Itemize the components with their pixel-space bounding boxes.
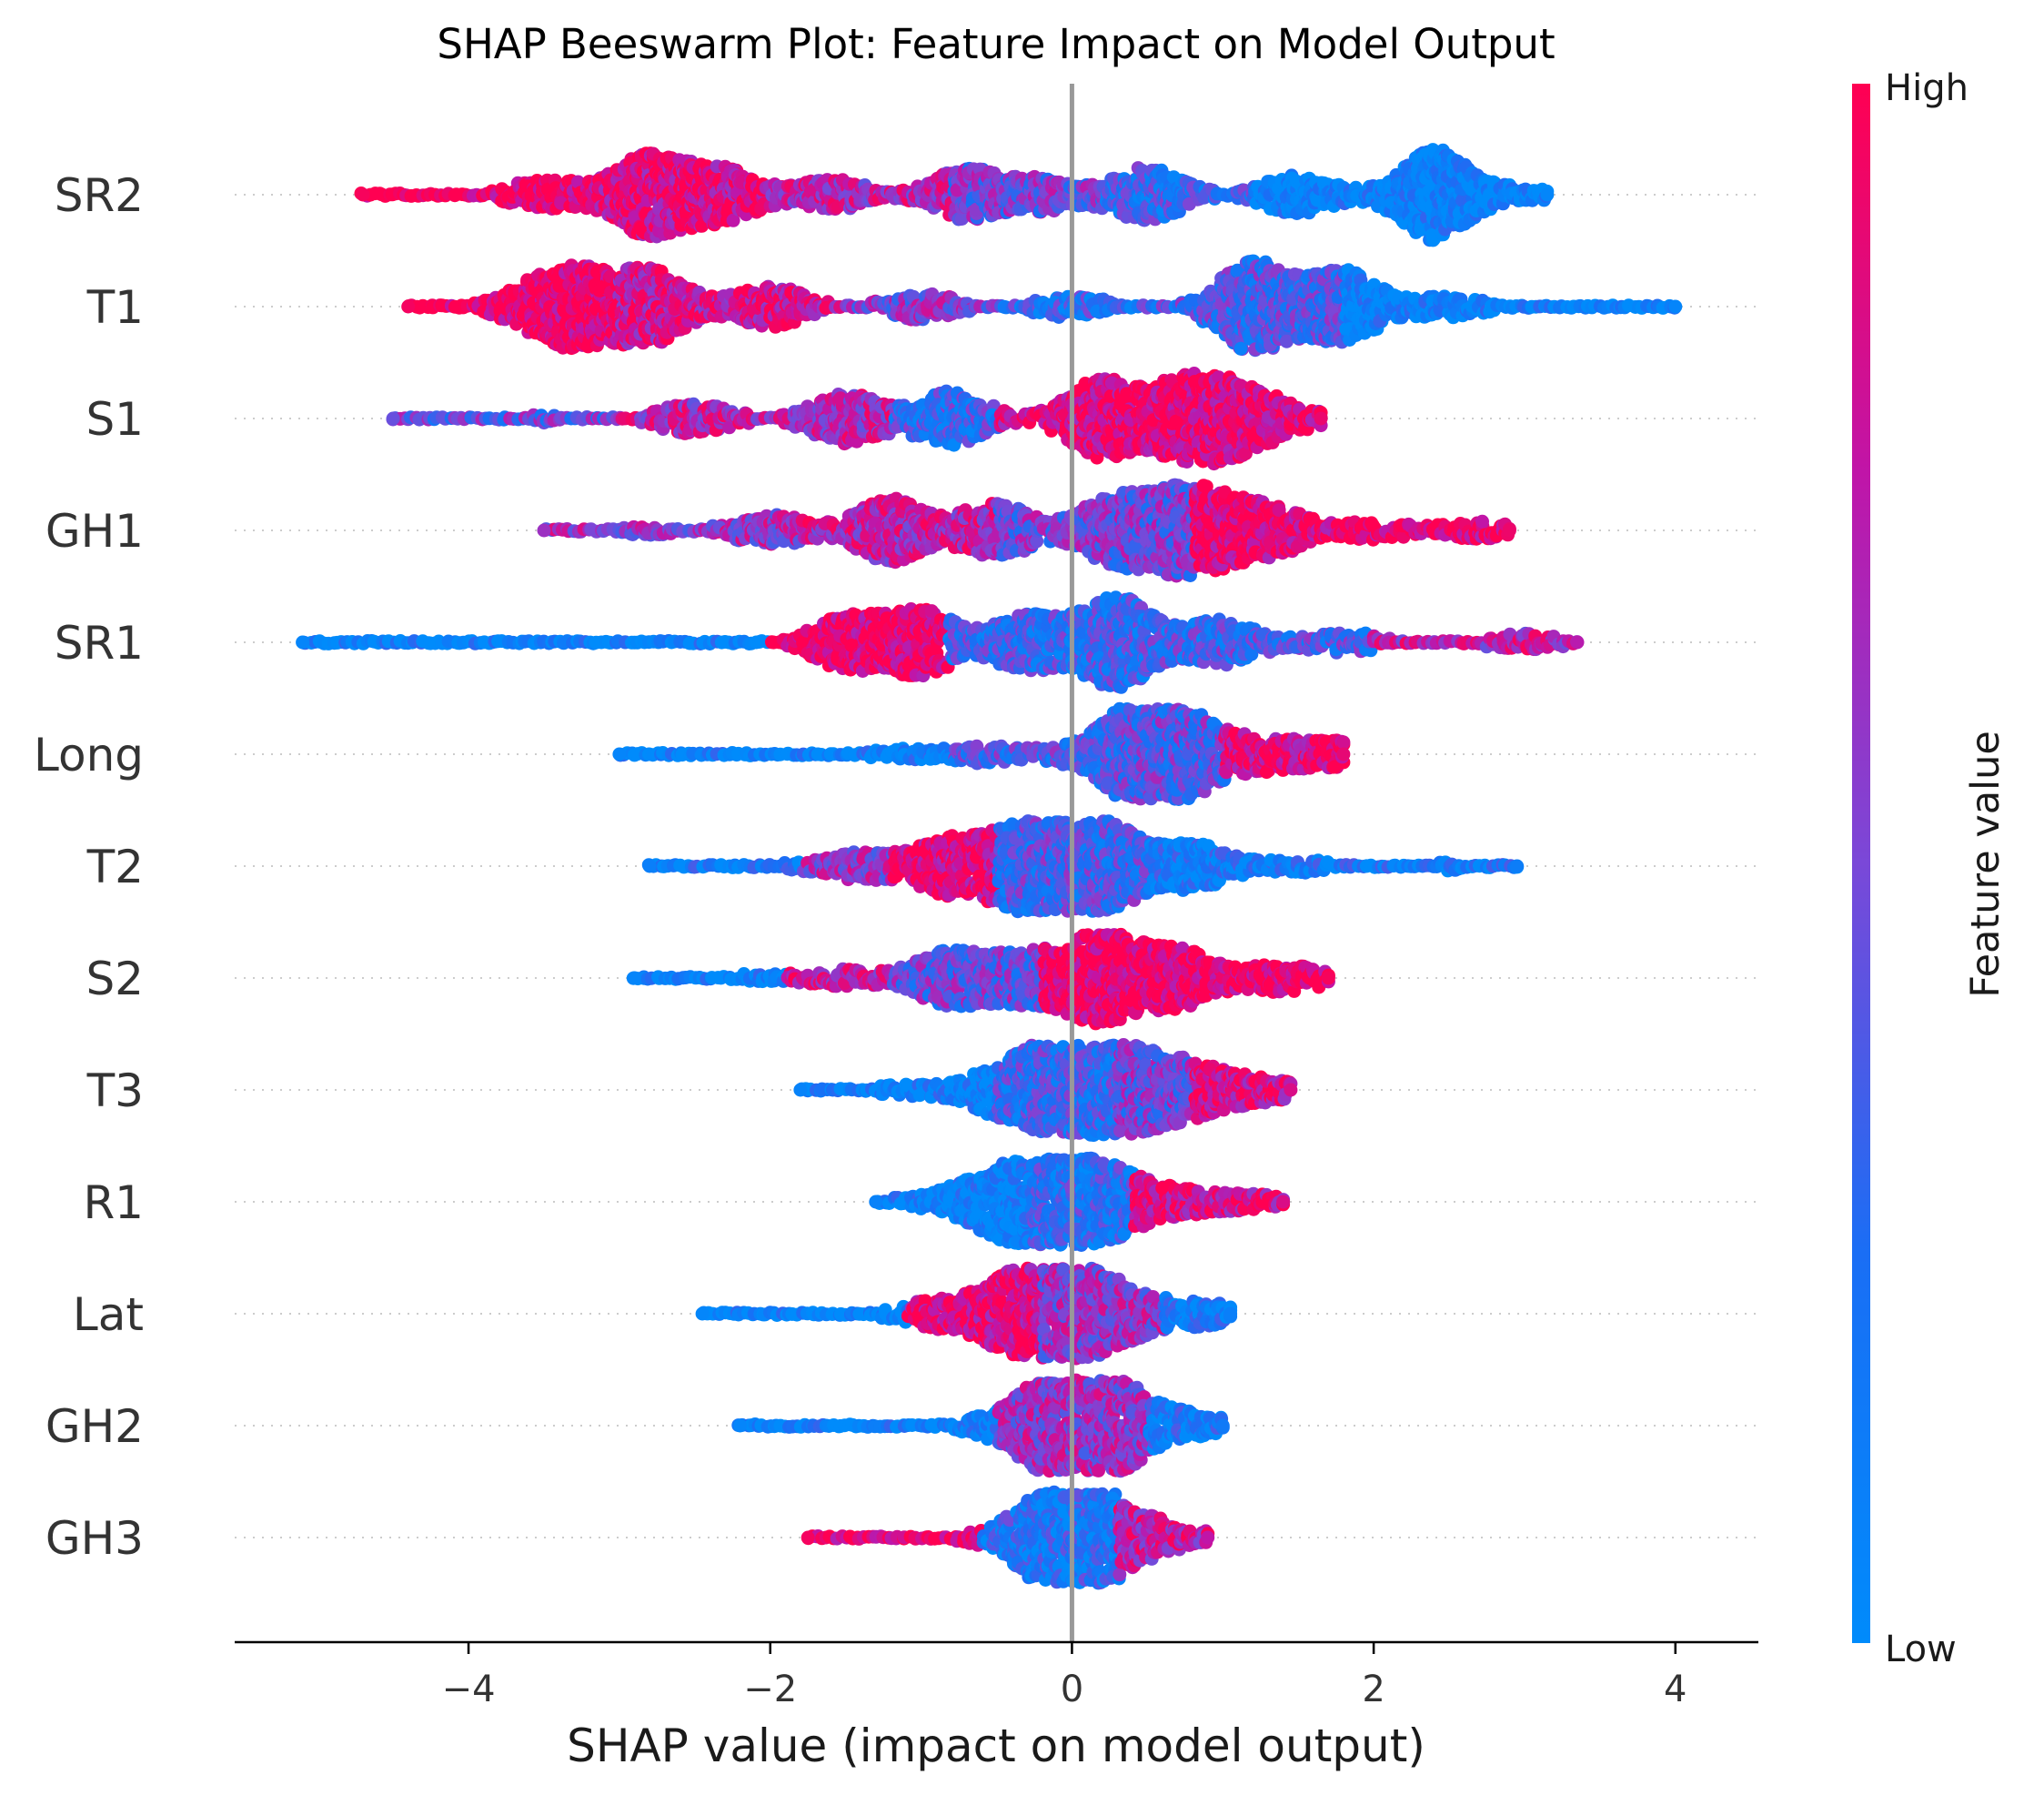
feature-label: Long xyxy=(34,729,144,782)
feature-label: Lat xyxy=(73,1288,144,1341)
shap-point xyxy=(356,187,370,202)
feature-label: SR1 xyxy=(55,617,144,670)
shap-point xyxy=(1668,299,1683,314)
feature-label: SR2 xyxy=(55,169,144,222)
chart-title: SHAP Beeswarm Plot: Feature Impact on Mo… xyxy=(437,20,1555,68)
shap-point xyxy=(401,299,416,314)
feature-label: GH3 xyxy=(45,1512,144,1565)
feature-points xyxy=(401,254,1683,358)
shap-point xyxy=(1540,187,1555,202)
feature-points xyxy=(386,367,1328,471)
beeswarm-points xyxy=(296,143,1683,1590)
feature-label: R1 xyxy=(83,1176,144,1229)
feature-label: S1 xyxy=(86,393,144,446)
feature-label: T1 xyxy=(86,281,144,334)
feature-label: GH1 xyxy=(45,505,144,558)
feature-label: GH2 xyxy=(45,1400,144,1453)
shap-point xyxy=(726,213,740,227)
feature-labels: SR2 T1 S1 GH1 SR1 Long T2 S2 T3 R1 Lat GH2 GH3 xyxy=(34,169,144,1565)
feature-label: T3 xyxy=(86,1064,144,1117)
feature-label: T2 xyxy=(86,841,144,893)
feature-label: S2 xyxy=(86,953,144,1005)
feature-points xyxy=(354,143,1555,247)
